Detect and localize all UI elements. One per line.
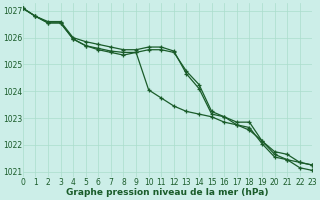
X-axis label: Graphe pression niveau de la mer (hPa): Graphe pression niveau de la mer (hPa) [66,188,269,197]
